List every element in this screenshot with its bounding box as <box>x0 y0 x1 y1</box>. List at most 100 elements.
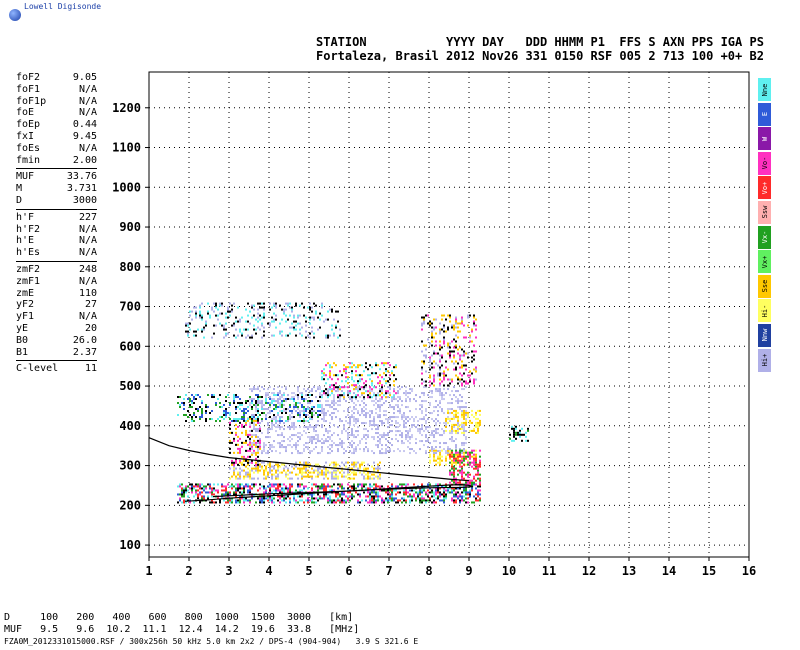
echo-pixel <box>405 430 407 433</box>
echo-pixel <box>323 442 325 445</box>
echo-pixel <box>273 302 275 305</box>
echo-pixel <box>341 444 343 447</box>
echo-pixel <box>207 310 209 313</box>
echo-pixel <box>225 485 227 488</box>
echo-pixel <box>409 448 411 451</box>
echo-pixel <box>237 485 239 488</box>
echo-pixel <box>275 491 277 494</box>
echo-pixel <box>431 495 433 498</box>
echo-pixel <box>339 499 341 502</box>
echo-pixel <box>333 501 335 504</box>
echo-pixel <box>443 398 445 401</box>
echo-pixel <box>399 412 401 415</box>
echo-pixel <box>185 491 187 494</box>
echo-pixel <box>455 316 457 319</box>
echo-pixel <box>511 427 513 430</box>
echo-pixel <box>287 469 289 472</box>
echo-pixel <box>347 495 349 498</box>
echo-pixel <box>431 336 433 339</box>
echo-pixel <box>327 483 329 486</box>
echo-pixel <box>179 499 181 502</box>
echo-pixel <box>453 489 455 492</box>
echo-pixel <box>351 432 353 435</box>
echo-pixel <box>479 455 481 458</box>
echo-pixel <box>459 485 461 488</box>
echo-pixel <box>427 418 429 421</box>
echo-pixel <box>233 419 235 422</box>
echo-pixel <box>283 487 285 490</box>
echo-pixel <box>331 444 333 447</box>
echo-pixel <box>377 392 379 395</box>
echo-pixel <box>373 438 375 441</box>
echo-pixel <box>373 404 375 407</box>
echo-pixel <box>479 419 481 422</box>
echo-pixel <box>327 392 329 395</box>
echo-pixel <box>267 471 269 474</box>
echo-pixel <box>311 438 313 441</box>
echo-pixel <box>205 404 207 407</box>
echo-pixel <box>405 418 407 421</box>
echo-pixel <box>337 434 339 437</box>
echo-pixel <box>335 493 337 496</box>
echo-pixel <box>257 467 259 470</box>
echo-pixel <box>317 485 319 488</box>
echo-pixel <box>453 429 455 432</box>
echo-pixel <box>467 413 469 416</box>
echo-pixel <box>295 402 297 405</box>
echo-pixel <box>255 453 257 456</box>
echo-pixel <box>475 499 477 502</box>
echo-pixel <box>359 495 361 498</box>
echo-pixel <box>355 384 357 387</box>
echo-pixel <box>363 402 365 405</box>
echo-pixel <box>457 428 459 431</box>
echo-pixel <box>471 360 473 363</box>
echo-pixel <box>439 434 441 437</box>
echo-pixel <box>331 388 333 391</box>
echo-pixel <box>411 489 413 492</box>
param-row: M 3.731 <box>16 183 97 195</box>
echo-pixel <box>249 398 251 401</box>
echo-pixel <box>363 450 365 453</box>
echo-pixel <box>421 392 423 395</box>
echo-pixel <box>303 430 305 433</box>
echo-pixel <box>369 390 371 393</box>
echo-pixel <box>235 320 237 323</box>
echo-pixel <box>283 308 285 311</box>
echo-pixel <box>371 450 373 453</box>
echo-pixel <box>429 380 431 383</box>
echo-pixel <box>191 487 193 490</box>
echo-pixel <box>313 493 315 496</box>
echo-pixel <box>179 497 181 500</box>
echo-pixel <box>247 302 249 305</box>
echo-pixel <box>429 426 431 429</box>
echo-pixel <box>229 499 231 502</box>
echo-pixel <box>269 491 271 494</box>
echo-pixel <box>281 334 283 337</box>
echo-pixel <box>451 471 453 474</box>
echo-pixel <box>461 459 463 462</box>
echo-pixel <box>239 451 241 454</box>
echo-pixel <box>415 394 417 397</box>
echo-pixel <box>407 406 409 409</box>
echo-pixel <box>363 475 365 478</box>
echo-pixel <box>291 471 293 474</box>
echo-pixel <box>325 364 327 367</box>
echo-pixel <box>461 382 463 385</box>
echo-pixel <box>425 314 427 317</box>
echo-pixel <box>343 493 345 496</box>
echo-pixel <box>475 453 477 456</box>
echo-pixel <box>233 493 235 496</box>
echo-pixel <box>327 430 329 433</box>
echo-pixel <box>307 388 309 391</box>
echo-pixel <box>391 444 393 447</box>
echo-pixel <box>267 322 269 325</box>
echo-pixel <box>439 372 441 375</box>
echo-pixel <box>283 404 285 407</box>
y-tick-label: 700 <box>119 300 141 314</box>
echo-pixel <box>367 434 369 437</box>
param-value: N/A <box>78 83 97 95</box>
echo-pixel <box>419 493 421 496</box>
echo-pixel <box>457 487 459 490</box>
echo-pixel <box>343 487 345 490</box>
echo-pixel <box>273 446 275 449</box>
